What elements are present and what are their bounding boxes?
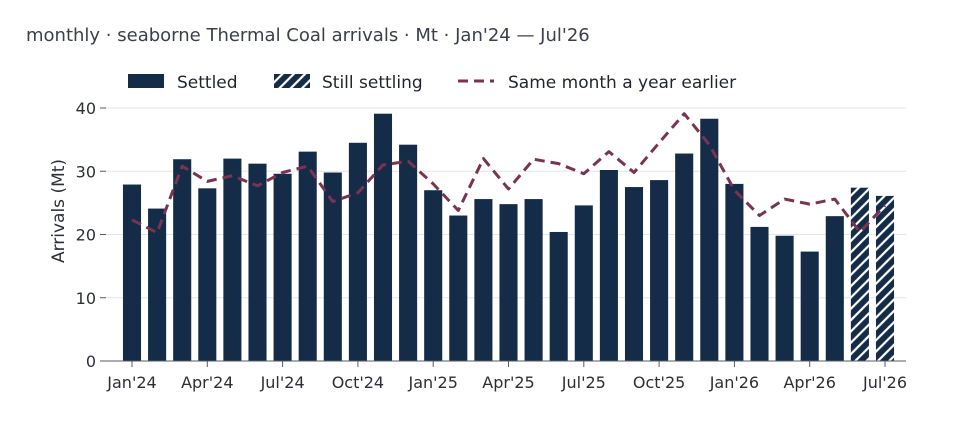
x-tick-label: Apr'25 [482, 373, 534, 392]
bar-settled [725, 183, 744, 361]
bar-settled [750, 226, 769, 361]
x-tick-label: Oct'25 [633, 373, 685, 392]
legend-label-year-earlier: Same month a year earlier [508, 73, 736, 93]
bar-settled [298, 151, 317, 361]
bar-settled [650, 180, 669, 361]
bar-settled [223, 158, 242, 361]
bar-settled [800, 251, 819, 361]
bar-settled [323, 172, 342, 361]
bar-settled [148, 208, 167, 361]
bar-still-settling [850, 187, 869, 361]
bar-settled [624, 187, 644, 361]
x-tick-label: Jul'25 [561, 373, 606, 392]
bar-settled [198, 188, 217, 361]
bar-settled [700, 118, 719, 361]
x-tick-label: Jan'24 [106, 373, 156, 392]
y-tick-label: 0 [86, 352, 96, 371]
bar-settled [449, 215, 468, 361]
chart-title: monthly · seaborne Thermal Coal arrivals… [26, 25, 590, 46]
bar-settled [549, 231, 568, 361]
y-axis-label: Arrivals (Mt) [49, 159, 69, 263]
x-tick-label: Apr'26 [783, 373, 835, 392]
legend-swatch-settled [128, 74, 164, 88]
bar-settled [474, 199, 493, 361]
bar-settled [524, 199, 543, 361]
legend: Settled Still settling Same month a year… [128, 73, 736, 93]
bar-settled [399, 144, 418, 361]
line-year-earlier [131, 112, 887, 235]
bar-settled [775, 235, 794, 361]
bar-settled [248, 163, 267, 361]
bar-settled [675, 153, 694, 361]
bar-settled [499, 204, 518, 361]
bar-settled [173, 159, 192, 361]
bar-settled [348, 142, 367, 361]
bar-settled [424, 190, 443, 361]
x-tick-label: Oct'24 [332, 373, 384, 392]
x-tick-label: Jan'25 [407, 373, 457, 392]
legend-label-settled: Settled [177, 73, 238, 93]
bar-still-settling [875, 195, 895, 361]
bar-settled [122, 184, 142, 361]
y-tick-label: 20 [76, 226, 96, 245]
x-tick-label: Jul'26 [862, 373, 907, 392]
bar-settled [825, 216, 844, 361]
x-tick-label: Jul'24 [260, 373, 305, 392]
y-tick-label: 30 [76, 162, 96, 181]
x-tick-label: Jan'26 [709, 373, 759, 392]
legend-swatch-still-settling [274, 74, 310, 88]
bar-settled [574, 205, 593, 361]
y-tick-label: 40 [76, 99, 96, 118]
x-axis: Jan'24 Apr'24 Jul'24 Oct'24 Jan'25 Apr'25 Jul'… [106, 361, 907, 392]
bar-settled [273, 173, 292, 361]
bar-settled [599, 169, 618, 361]
y-tick-label: 10 [76, 289, 96, 308]
year-earlier-line [131, 112, 887, 235]
legend-label-still-settling: Still settling [322, 73, 423, 93]
bar-settled [373, 113, 393, 361]
x-tick-label: Apr'24 [181, 373, 233, 392]
bars [122, 113, 895, 361]
y-axis: 0 10 20 30 40 [76, 99, 106, 371]
